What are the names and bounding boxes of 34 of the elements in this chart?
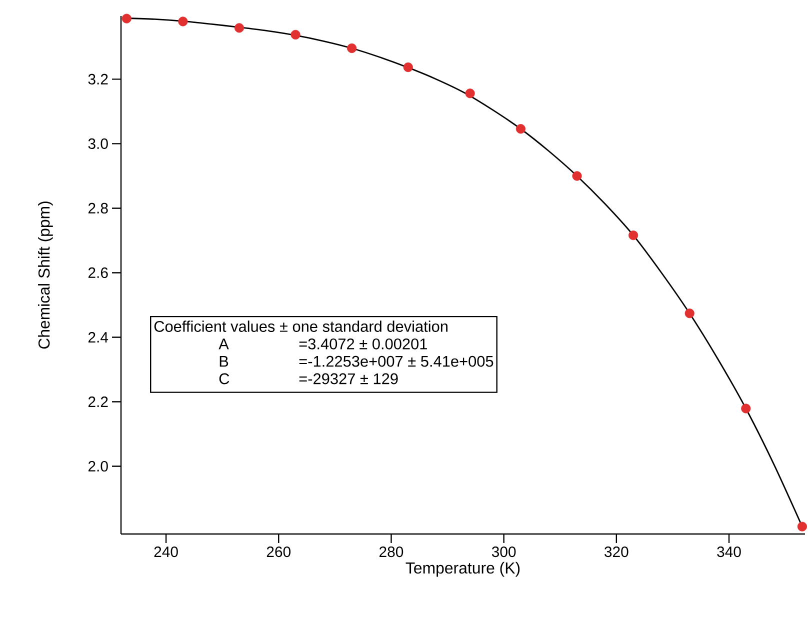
x-axis-title: Temperature (K)	[406, 562, 520, 577]
point	[122, 14, 132, 24]
point	[741, 404, 751, 414]
annotation: C	[219, 373, 230, 384]
point	[290, 30, 300, 40]
y-tick-label: 2.4	[88, 332, 108, 342]
annotation: B	[220, 356, 228, 367]
x-tick-label: 260	[266, 546, 291, 558]
annotation: =-29327 ± 129	[299, 373, 398, 384]
point	[572, 171, 582, 181]
y-tick-label: 3.2	[88, 74, 108, 84]
point	[684, 308, 694, 318]
y-tick-label: 2.2	[88, 396, 108, 407]
x-tick-label: 340	[717, 546, 741, 558]
point	[347, 43, 357, 54]
y-axis-title: Chemical Shift (ppm)	[38, 202, 53, 349]
y-tick-label: 2.0	[88, 460, 108, 472]
point	[234, 23, 244, 33]
point	[465, 88, 475, 98]
point	[403, 62, 413, 72]
x-tick-label: 320	[604, 546, 628, 558]
y-tick-label: 2.8	[88, 202, 108, 214]
x-tick-label: 300	[492, 546, 516, 558]
annotation: =-1.2253e+007 ± 5.41e+005	[299, 356, 494, 367]
y-tick-label: 2.6	[88, 267, 108, 278]
point	[516, 124, 526, 134]
x-tick-label: 280	[380, 546, 404, 558]
point	[178, 16, 188, 26]
annotation: A	[218, 338, 229, 350]
annotation: =3.4072 ± 0.00201	[299, 338, 427, 350]
y-tick-label: 3.0	[88, 138, 108, 149]
annotation: Coefficient values ± one standard deviation	[154, 320, 448, 332]
x-tick-label: 240	[154, 546, 178, 558]
point	[628, 230, 638, 240]
